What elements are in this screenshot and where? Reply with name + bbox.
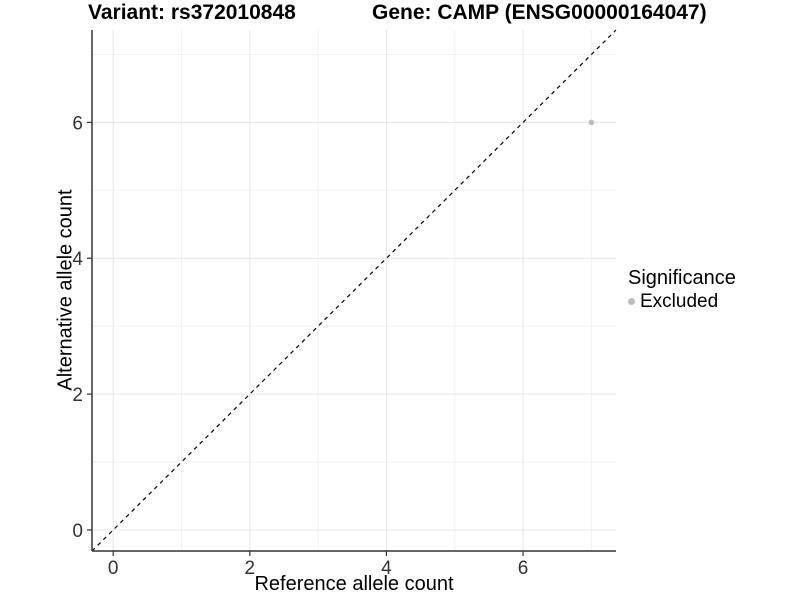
identity-line: [91, 29, 617, 552]
legend-item: Excluded: [628, 290, 736, 313]
y-tick-label: 6: [72, 113, 83, 134]
legend-title: Significance: [628, 267, 736, 289]
y-tick-label: 4: [72, 249, 83, 270]
plot-title-gene: Gene: CAMP (ENSG00000164047): [372, 1, 707, 24]
data-point: [588, 119, 595, 126]
y-tick-label: 2: [72, 385, 83, 406]
legend: Significance Excluded: [628, 266, 736, 313]
x-axis-title: Reference allele count: [254, 573, 454, 595]
x-tick-label: 2: [245, 558, 256, 579]
x-tick-label: 6: [518, 558, 529, 579]
legend-items: Excluded: [628, 290, 736, 313]
x-tick-label: 4: [381, 558, 392, 579]
legend-item-label: Excluded: [640, 291, 719, 312]
y-axis-title: Alternative allele count: [54, 189, 77, 391]
x-tick-label: 0: [108, 558, 119, 579]
y-tick-label: 0: [72, 521, 83, 542]
legend-point-icon: [628, 298, 635, 305]
plot-title-variant: Variant: rs372010848: [88, 1, 296, 24]
